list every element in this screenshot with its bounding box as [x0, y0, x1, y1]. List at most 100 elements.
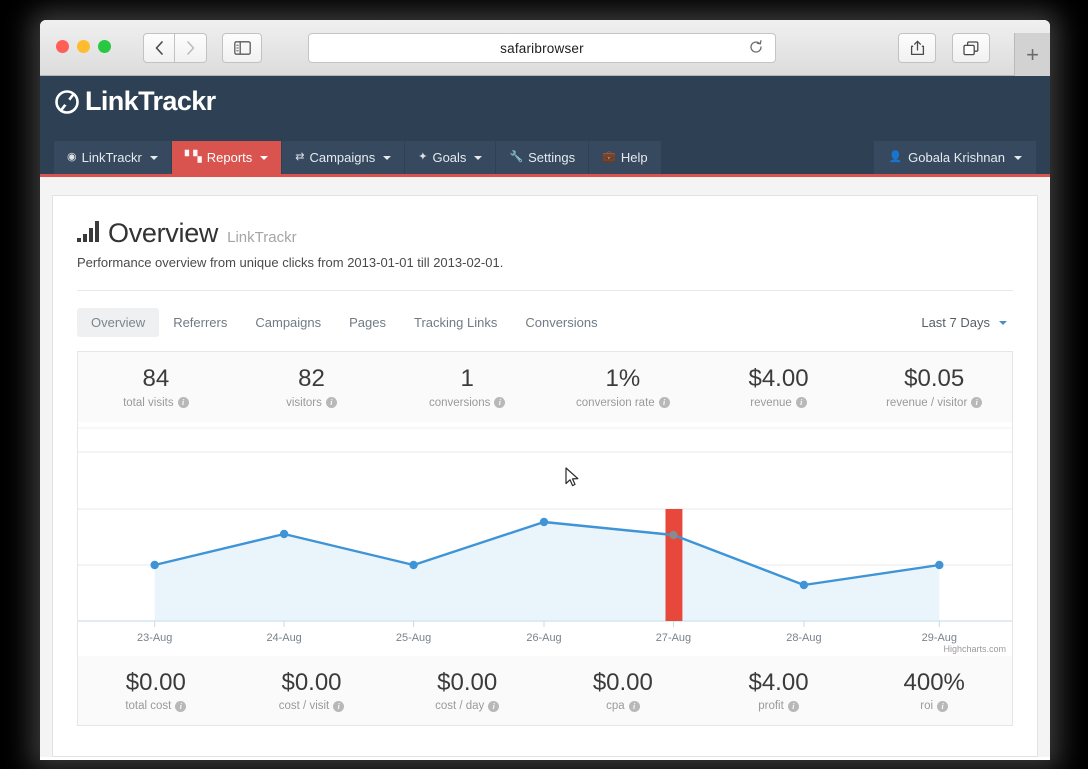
info-icon[interactable]: i [971, 397, 983, 409]
nav-item-linktrackr[interactable]: ◉ LinkTrackr [54, 141, 172, 174]
tab-referrers[interactable]: Referrers [173, 315, 228, 330]
maximize-window-button[interactable] [98, 40, 111, 53]
x-tick-label: 28-Aug [786, 632, 821, 644]
chart-data-points [150, 517, 944, 589]
stat-total-visits: 84 total visits i [78, 352, 234, 422]
info-icon[interactable]: i [325, 397, 337, 409]
info-icon[interactable]: i [494, 397, 506, 409]
nav-item-help[interactable]: 💼 Help [589, 141, 662, 174]
stat-label-text: conversion rate [576, 396, 655, 409]
briefcase-icon: 💼 [602, 151, 616, 163]
tab-campaigns[interactable]: Campaigns [255, 315, 322, 330]
report-tabs: Overview Referrers Campaigns Pages Track… [77, 308, 612, 337]
stat-value: 1 [460, 365, 474, 392]
forward-button[interactable] [175, 33, 207, 63]
nav-item-goals[interactable]: ✦ Goals [405, 141, 497, 174]
x-tick-label: 29-Aug [922, 632, 957, 644]
share-button[interactable] [898, 33, 936, 63]
info-icon[interactable]: i [795, 397, 807, 409]
info-icon[interactable]: i [787, 700, 799, 712]
shuffle-icon: ⇄ [295, 151, 305, 163]
nav-item-reports[interactable]: ▘▚ Reports [171, 141, 283, 174]
target-icon: ✦ [418, 151, 428, 163]
divider [77, 290, 1013, 291]
window-controls [56, 40, 111, 53]
stat-value: 82 [298, 365, 325, 392]
tab-pages[interactable]: Pages [349, 315, 387, 330]
minimize-window-button[interactable] [77, 40, 90, 53]
stat-value: 84 [142, 365, 170, 392]
chart-x-ticks [154, 620, 940, 627]
stat-label-text: total cost [125, 700, 172, 713]
info-icon[interactable]: i [175, 700, 187, 712]
info-icon[interactable]: i [937, 700, 949, 712]
stat-label: profit i [705, 700, 853, 712]
show-all-tabs-button[interactable] [952, 33, 990, 63]
stat-value: 1% [605, 365, 641, 392]
stat-value: 400% [903, 668, 965, 696]
chart-svg: 23-Aug 24-Aug 25-Aug 26-Aug 27-Aug 28-Au… [78, 427, 1012, 644]
chevron-down-icon [474, 155, 483, 160]
stats-strip-top: 84 total visits i 82 visitors i [77, 351, 1013, 422]
chevron-down-icon [260, 155, 269, 160]
tab-conversions[interactable]: Conversions [525, 315, 598, 330]
stat-label: total cost i [82, 700, 230, 712]
address-bar[interactable]: safaribrowser [308, 33, 776, 63]
stat-value: $4.00 [748, 365, 809, 392]
page-description: Performance overview from unique clicks … [77, 255, 504, 270]
highcharts-credit[interactable]: Highcharts.com [943, 643, 1006, 654]
stat-label-text: conversions [428, 396, 491, 409]
stat-cpa: $0.00 cpa i [545, 656, 701, 726]
close-window-button[interactable] [56, 40, 69, 53]
chart-area-fill [154, 521, 940, 621]
user-menu[interactable]: 👤 Gobala Krishnan [874, 141, 1036, 174]
x-tick-label: 26-Aug [526, 632, 561, 644]
tab-overview[interactable]: Overview [77, 308, 160, 337]
browser-toolbar: safaribrowser [40, 20, 1050, 76]
browser-window: safaribrowser [40, 20, 1050, 760]
brand-logo-wrapper[interactable]: LinkTrackr [54, 86, 216, 117]
date-range-selector[interactable]: Last 7 Days [921, 315, 1013, 330]
tab-tracking-links[interactable]: Tracking Links [414, 315, 498, 330]
stat-label-text: total visits [123, 396, 174, 409]
stat-label: revenue i [705, 397, 853, 409]
stat-label-text: profit [758, 700, 784, 713]
stat-conversions: 1 conversions i [389, 352, 545, 422]
date-range-label: Last 7 Days [921, 315, 990, 330]
info-icon[interactable]: i [177, 397, 189, 409]
stat-revenue: $4.00 revenue i [701, 352, 857, 422]
x-tick-label: 24-Aug [266, 632, 301, 644]
info-icon[interactable]: i [628, 700, 640, 712]
info-icon[interactable]: i [658, 397, 670, 409]
info-icon[interactable]: i [333, 700, 345, 712]
page-title-row: Overview LinkTrackr [77, 218, 1013, 249]
performance-chart[interactable]: 23-Aug 24-Aug 25-Aug 26-Aug 27-Aug 28-Au… [77, 421, 1013, 656]
new-tab-label: + [1026, 41, 1039, 67]
nav-label: Reports [206, 150, 253, 165]
nav-item-settings[interactable]: 🔧 Settings [496, 141, 590, 174]
chart-x-labels: 23-Aug 24-Aug 25-Aug 26-Aug 27-Aug 28-Au… [137, 632, 957, 644]
back-chevron-icon [155, 41, 163, 55]
stat-cost-per-day: $0.00 cost / day i [389, 656, 545, 726]
info-icon[interactable]: i [488, 700, 500, 712]
stat-label: cost / visit i [238, 700, 386, 712]
sidebar-toggle-button[interactable] [222, 33, 262, 63]
url-text: safaribrowser [500, 40, 584, 56]
wrench-icon: 🔧 [509, 151, 524, 163]
nav-item-campaigns[interactable]: ⇄ Campaigns [282, 141, 406, 174]
linktrackr-logo-icon [55, 89, 79, 114]
stat-label: cpa i [549, 700, 697, 712]
brand-name: LinkTrackr [85, 86, 216, 116]
main-navigation: ◉ LinkTrackr ▘▚ Reports ⇄ Campaigns ✦ Go [54, 141, 662, 174]
stat-label: conversion rate i [549, 397, 697, 409]
stat-label-text: roi [920, 700, 934, 713]
stat-label-text: visitors [286, 396, 322, 409]
back-button[interactable] [143, 33, 175, 63]
nav-label: Campaigns [309, 150, 376, 165]
globe-icon: ◉ [67, 151, 77, 163]
reload-icon[interactable] [749, 40, 763, 56]
new-tab-button[interactable]: + [1014, 33, 1050, 76]
nav-label: LinkTrackr [81, 150, 142, 165]
stat-label-text: cpa [606, 700, 625, 713]
stat-value: $0.00 [125, 668, 186, 696]
